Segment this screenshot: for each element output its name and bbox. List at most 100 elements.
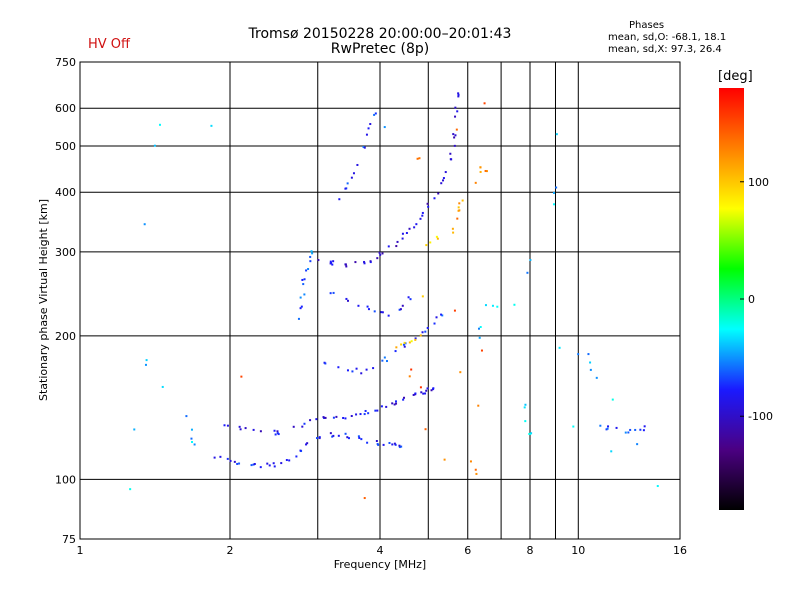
data-point: [393, 442, 396, 445]
data-point: [624, 431, 627, 434]
data-point: [443, 458, 446, 461]
data-point: [276, 430, 279, 433]
data-point: [407, 296, 410, 299]
data-point: [410, 368, 413, 371]
data-point: [133, 428, 136, 431]
data-point: [378, 251, 381, 254]
colorbar-gradient: [719, 88, 744, 510]
data-point: [253, 462, 256, 465]
data-point: [299, 296, 302, 299]
data-point: [457, 93, 460, 96]
data-point: [425, 244, 428, 247]
data-point: [395, 245, 398, 248]
data-point: [555, 133, 558, 136]
data-point: [365, 133, 368, 136]
data-point: [424, 392, 427, 395]
data-point: [442, 179, 445, 182]
phases-x-stats: mean, sd,X: 97.3, 26.4: [608, 44, 722, 55]
data-point: [299, 449, 302, 452]
data-point: [436, 237, 439, 240]
colorbar-tick-label: -100: [748, 410, 773, 423]
data-point: [427, 205, 430, 208]
colorbar-label: [deg]: [718, 69, 753, 84]
data-point: [185, 415, 188, 418]
y-tick-label: 300: [55, 246, 76, 259]
data-point: [629, 428, 632, 431]
data-point: [426, 202, 429, 205]
data-point: [338, 198, 341, 201]
data-point: [376, 257, 379, 260]
data-point: [425, 389, 428, 392]
data-point: [373, 310, 376, 313]
data-point: [642, 429, 645, 432]
data-point: [158, 123, 161, 126]
data-point: [355, 367, 358, 370]
data-point: [377, 443, 380, 446]
data-point: [276, 432, 279, 435]
data-point: [442, 177, 445, 180]
data-point: [589, 361, 592, 364]
data-point: [449, 152, 452, 155]
data-point: [421, 331, 424, 334]
chart-title: Tromsø 20150228 20:00:00–20:01:43: [248, 26, 512, 42]
data-point: [153, 144, 156, 147]
data-point: [419, 386, 422, 389]
data-point: [405, 231, 408, 234]
data-point: [429, 241, 432, 244]
data-point: [634, 428, 637, 431]
data-point: [456, 110, 459, 113]
data-point: [360, 438, 363, 441]
data-point: [478, 336, 481, 339]
data-point: [387, 314, 390, 317]
data-point: [391, 443, 394, 446]
data-point: [274, 433, 277, 436]
data-point: [299, 307, 302, 310]
data-point: [332, 291, 335, 294]
data-point: [399, 308, 402, 311]
data-point: [367, 412, 370, 415]
data-point: [483, 102, 486, 105]
x-tick-label: 6: [464, 544, 471, 557]
data-point: [303, 293, 306, 296]
y-axis-label: Stationary phase Virtual Height [km]: [37, 199, 50, 401]
data-point: [528, 432, 531, 435]
data-point: [322, 416, 325, 419]
data-point: [524, 420, 527, 423]
data-point: [452, 231, 455, 234]
data-point: [309, 419, 312, 422]
data-point: [636, 443, 639, 446]
data-point: [391, 402, 394, 405]
data-point: [643, 425, 646, 428]
data-point: [332, 434, 335, 437]
data-point: [259, 466, 262, 469]
data-point: [210, 124, 213, 127]
data-point: [401, 237, 404, 240]
data-point: [363, 146, 366, 149]
data-point: [458, 209, 461, 212]
data-point: [385, 405, 388, 408]
data-point: [420, 391, 423, 394]
data-point: [456, 217, 459, 220]
data-point: [190, 428, 193, 431]
data-point: [451, 227, 454, 230]
data-point: [332, 260, 335, 263]
data-point: [363, 260, 366, 263]
data-point: [354, 261, 357, 264]
data-point: [403, 341, 406, 344]
data-point: [419, 217, 422, 220]
data-point: [381, 359, 384, 362]
data-point: [335, 415, 338, 418]
data-point: [408, 341, 411, 344]
data-point: [381, 311, 384, 314]
data-point: [309, 260, 312, 263]
data-point: [374, 409, 377, 412]
data-point: [398, 444, 401, 447]
data-point: [350, 414, 353, 417]
data-point: [280, 462, 283, 465]
data-point: [421, 295, 424, 298]
data-point: [244, 427, 247, 430]
data-point: [364, 409, 367, 412]
data-point: [344, 417, 347, 420]
data-point: [461, 199, 464, 202]
data-point: [479, 325, 482, 328]
